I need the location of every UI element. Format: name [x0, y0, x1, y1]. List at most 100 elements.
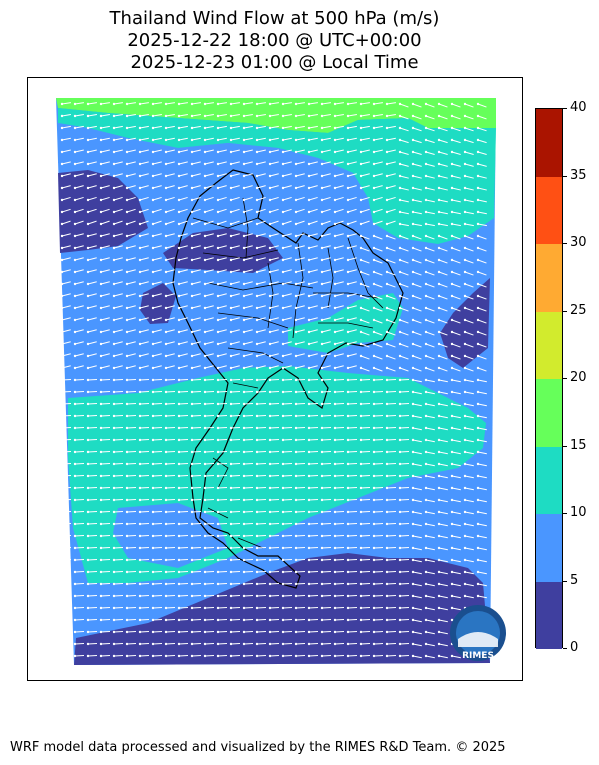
wind-arrow-head	[385, 162, 389, 166]
wind-arrow-head	[437, 642, 441, 646]
wind-arrow-head	[398, 246, 402, 250]
wind-arrow-head	[411, 330, 415, 334]
wind-arrow-head	[151, 450, 155, 454]
wind-arrow	[399, 247, 409, 252]
wind-arrow	[282, 233, 292, 237]
wind-arrow	[477, 235, 487, 240]
wind-arrow-head	[216, 162, 220, 166]
wind-arrow-head	[398, 594, 402, 598]
wind-arrow-head	[411, 282, 415, 286]
wind-arrow-head	[138, 342, 142, 346]
wind-arrow-head	[255, 354, 259, 358]
wind-arrow-head	[203, 126, 207, 130]
wind-arrow-head	[60, 498, 64, 502]
wind-arrow	[230, 269, 240, 273]
wind-arrow-head	[359, 426, 363, 430]
wind-arrow	[373, 137, 383, 141]
wind-arrow	[139, 317, 149, 321]
wind-arrow-head	[450, 234, 454, 238]
map-panel[interactable]	[27, 77, 523, 681]
wind-arrow-head	[346, 114, 350, 118]
wind-arrow-head	[112, 486, 116, 490]
wind-arrow	[399, 283, 409, 288]
wind-arrow	[321, 185, 331, 189]
wind-arrow-head	[86, 402, 90, 406]
wind-arrow-head	[463, 138, 467, 142]
wind-arrow	[87, 149, 97, 153]
wind-arrow-head	[125, 462, 129, 466]
wind-arrow	[438, 523, 448, 527]
wind-arrow-head	[385, 138, 389, 142]
wind-arrow-head	[112, 198, 116, 202]
wind-arrow-head	[125, 426, 129, 430]
wind-arrow-head	[255, 414, 259, 418]
wind-arrow-head	[346, 198, 350, 202]
wind-arrow-head	[73, 570, 77, 574]
wind-arrow-head	[307, 498, 311, 502]
wind-arrow-head	[112, 234, 116, 238]
wind-arrow-head	[229, 630, 233, 634]
wind-zone-green-top	[56, 98, 496, 133]
wind-arrow	[61, 196, 71, 201]
wind-arrow-head	[125, 138, 129, 142]
wind-arrow-head	[125, 198, 129, 202]
wind-arrow	[87, 173, 97, 177]
wind-arrow	[386, 196, 396, 201]
wind-arrow-head	[203, 222, 207, 226]
wind-arrow-head	[229, 150, 233, 154]
wind-arrow-head	[463, 234, 467, 238]
wind-arrow-head	[151, 654, 155, 658]
wind-arrow-head	[99, 438, 103, 442]
wind-arrow	[360, 367, 370, 372]
wind-arrow	[74, 102, 84, 105]
wind-arrow-head	[86, 546, 90, 550]
wind-arrow	[256, 102, 266, 105]
title-line-1: Thailand Wind Flow at 500 hPa (m/s)	[109, 8, 440, 29]
wind-arrow-head	[385, 150, 389, 154]
wind-arrow	[373, 149, 383, 153]
wind-arrow	[74, 233, 84, 237]
wind-arrow	[464, 463, 474, 467]
wind-arrow-head	[346, 270, 350, 274]
wind-arrow	[139, 365, 149, 369]
wind-arrow-head	[216, 198, 220, 202]
wind-arrow-head	[73, 258, 77, 262]
wind-arrow-head	[125, 438, 129, 442]
wind-arrow-head	[463, 222, 467, 226]
wind-arrow-head	[307, 474, 311, 478]
wind-arrow	[425, 607, 435, 611]
wind-arrow-head	[99, 342, 103, 346]
wind-arrow	[438, 415, 448, 419]
wind-arrow-head	[385, 174, 389, 178]
wind-arrow-head	[411, 354, 415, 358]
wind-arrow	[321, 149, 331, 153]
wind-arrow-head	[86, 594, 90, 598]
wind-arrow	[282, 269, 292, 273]
wind-arrow-head	[372, 186, 376, 190]
wind-arrow-head	[307, 318, 311, 322]
wind-arrow	[61, 341, 71, 345]
wind-arrow	[191, 208, 201, 213]
wind-arrow-head	[255, 234, 259, 238]
wind-arrow	[282, 341, 292, 345]
wind-arrow-head	[294, 330, 298, 334]
wind-arrow-head	[112, 594, 116, 598]
wind-arrow-head	[372, 510, 376, 514]
wind-arrow-head	[372, 366, 376, 370]
wind-arrow-head	[242, 234, 246, 238]
wind-arrow	[373, 331, 383, 336]
wind-arrow-head	[411, 606, 415, 610]
wind-arrow-head	[73, 546, 77, 550]
wind-arrow-head	[346, 522, 350, 526]
wind-arrow	[230, 125, 240, 129]
wind-arrow-head	[411, 654, 415, 658]
wind-arrow	[399, 223, 409, 227]
wind-arrow	[282, 173, 292, 177]
wind-arrow-head	[320, 102, 324, 106]
wind-arrow-head	[151, 594, 155, 598]
wind-arrow	[373, 161, 383, 165]
wind-arrow-head	[86, 198, 90, 202]
wind-arrow-head	[216, 114, 220, 118]
wind-arrow	[438, 271, 448, 276]
wind-arrow	[386, 173, 396, 177]
